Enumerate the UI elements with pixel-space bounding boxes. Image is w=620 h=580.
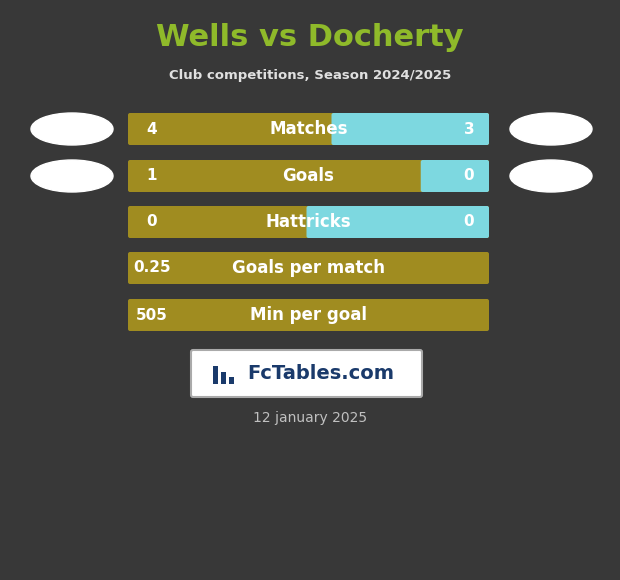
- Text: 4: 4: [147, 121, 157, 136]
- FancyBboxPatch shape: [306, 206, 489, 238]
- Text: 0: 0: [464, 169, 474, 183]
- Text: 0.25: 0.25: [133, 260, 171, 276]
- FancyBboxPatch shape: [128, 160, 489, 192]
- FancyBboxPatch shape: [128, 252, 489, 284]
- Text: 3: 3: [464, 121, 474, 136]
- Bar: [334, 115, 342, 143]
- FancyBboxPatch shape: [128, 299, 489, 331]
- Text: Wells vs Docherty: Wells vs Docherty: [156, 24, 464, 53]
- Text: 12 january 2025: 12 january 2025: [253, 411, 367, 425]
- Text: Hattricks: Hattricks: [266, 213, 352, 231]
- Bar: [221, 372, 226, 383]
- Text: Club competitions, Season 2024/2025: Club competitions, Season 2024/2025: [169, 68, 451, 82]
- Bar: [229, 376, 234, 383]
- Bar: [213, 365, 218, 383]
- Text: 0: 0: [464, 215, 474, 230]
- Ellipse shape: [31, 113, 113, 145]
- FancyBboxPatch shape: [191, 350, 422, 397]
- Ellipse shape: [510, 160, 592, 192]
- FancyBboxPatch shape: [421, 160, 489, 192]
- Text: 1: 1: [147, 169, 157, 183]
- Bar: [309, 208, 316, 235]
- Ellipse shape: [31, 160, 113, 192]
- Text: 505: 505: [136, 307, 168, 322]
- Text: FcTables.com: FcTables.com: [247, 364, 394, 383]
- Text: Goals: Goals: [283, 167, 334, 185]
- FancyBboxPatch shape: [332, 113, 489, 145]
- Text: Matches: Matches: [269, 120, 348, 138]
- FancyBboxPatch shape: [128, 113, 489, 145]
- Bar: [423, 162, 431, 190]
- FancyBboxPatch shape: [128, 206, 489, 238]
- Text: Goals per match: Goals per match: [232, 259, 385, 277]
- Text: Min per goal: Min per goal: [250, 306, 367, 324]
- Text: 0: 0: [147, 215, 157, 230]
- Ellipse shape: [510, 113, 592, 145]
